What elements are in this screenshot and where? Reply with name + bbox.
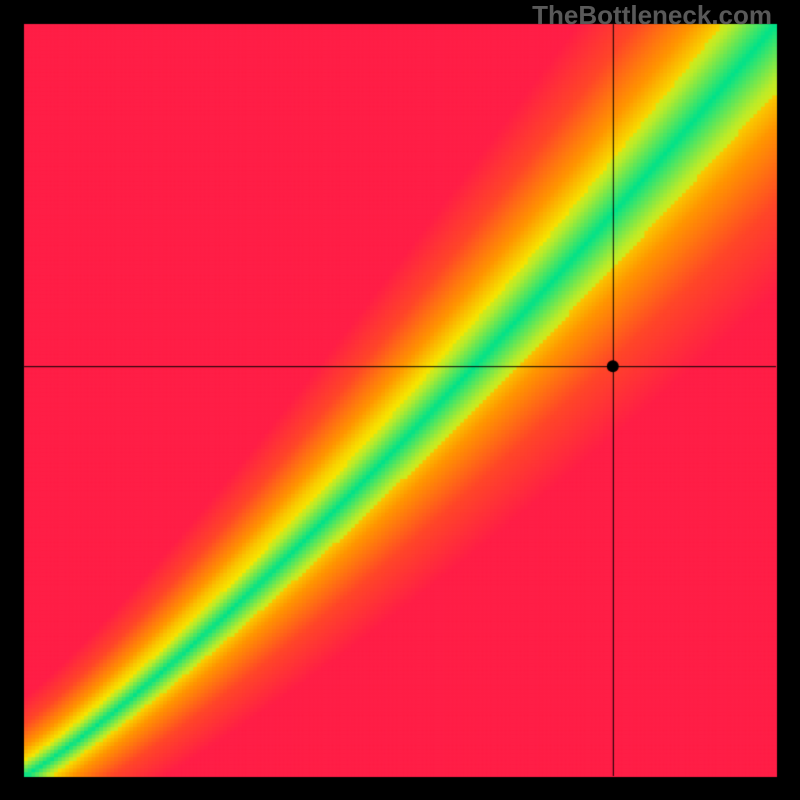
chart-container: TheBottleneck.com bbox=[0, 0, 800, 800]
watermark-text: TheBottleneck.com bbox=[532, 0, 772, 31]
overlay-canvas bbox=[0, 0, 800, 800]
